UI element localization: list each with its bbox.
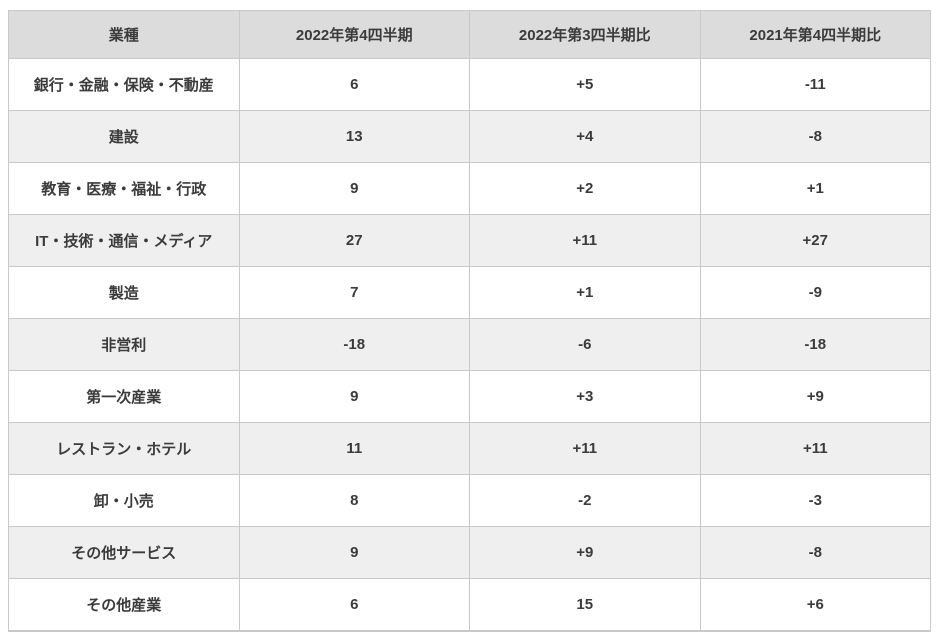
column-header-0: 業種	[8, 10, 240, 59]
industry-cell: IT・技術・通信・メディア	[8, 214, 240, 267]
value-cell: 15	[469, 578, 701, 632]
industry-cell: 教育・医療・福祉・行政	[8, 162, 240, 215]
table-row: 建設 13 +4 -8	[8, 110, 931, 163]
value-cell: -18	[238, 318, 470, 371]
value-cell: +6	[699, 578, 931, 632]
value-cell: +1	[699, 162, 931, 215]
header-row: 業種 2022年第4四半期 2022年第3四半期比 2021年第4四半期比	[8, 10, 931, 59]
value-cell: 11	[238, 422, 470, 475]
value-cell: -8	[699, 526, 931, 579]
value-cell: +5	[469, 58, 701, 111]
industry-cell: 銀行・金融・保険・不動産	[8, 58, 240, 111]
industry-cell: その他産業	[8, 578, 240, 632]
value-cell: -6	[469, 318, 701, 371]
value-cell: +2	[469, 162, 701, 215]
value-cell: 7	[238, 266, 470, 319]
value-cell: +9	[699, 370, 931, 423]
value-cell: -9	[699, 266, 931, 319]
table-header: 業種 2022年第4四半期 2022年第3四半期比 2021年第4四半期比	[8, 10, 931, 59]
column-header-1: 2022年第4四半期	[238, 10, 470, 59]
value-cell: +27	[699, 214, 931, 267]
value-cell: -11	[699, 58, 931, 111]
value-cell: 9	[238, 162, 470, 215]
table-body: 銀行・金融・保険・不動産 6 +5 -11 建設 13 +4 -8 教育・医療・福祉・行政 9 +2…	[8, 58, 931, 632]
value-cell: -8	[699, 110, 931, 163]
value-cell: -18	[699, 318, 931, 371]
value-cell: 9	[238, 526, 470, 579]
value-cell: +4	[469, 110, 701, 163]
value-cell: 6	[238, 58, 470, 111]
column-header-2: 2022年第3四半期比	[469, 10, 701, 59]
value-cell: 27	[238, 214, 470, 267]
industry-cell: 非営利	[8, 318, 240, 371]
table-row: その他サービス 9 +9 -8	[8, 526, 931, 579]
value-cell: 13	[238, 110, 470, 163]
value-cell: +1	[469, 266, 701, 319]
value-cell: 9	[238, 370, 470, 423]
value-cell: 8	[238, 474, 470, 527]
table-row: 製造 7 +1 -9	[8, 266, 931, 319]
table-row: IT・技術・通信・メディア 27 +11 +27	[8, 214, 931, 267]
industry-cell: レストラン・ホテル	[8, 422, 240, 475]
value-cell: +9	[469, 526, 701, 579]
value-cell: +3	[469, 370, 701, 423]
industry-cell: 製造	[8, 266, 240, 319]
table-row: 教育・医療・福祉・行政 9 +2 +1	[8, 162, 931, 215]
table-row: その他産業 6 15 +6	[8, 578, 931, 632]
table-row: 銀行・金融・保険・不動産 6 +5 -11	[8, 58, 931, 111]
value-cell: +11	[699, 422, 931, 475]
column-header-3: 2021年第4四半期比	[699, 10, 931, 59]
table-row: 卸・小売 8 -2 -3	[8, 474, 931, 527]
value-cell: +11	[469, 214, 701, 267]
table-row: 第一次産業 9 +3 +9	[8, 370, 931, 423]
industry-quarterly-table: 業種 2022年第4四半期 2022年第3四半期比 2021年第4四半期比 銀行・金融…	[8, 10, 931, 632]
industry-cell: その他サービス	[8, 526, 240, 579]
value-cell: -2	[469, 474, 701, 527]
table-row: 非営利 -18 -6 -18	[8, 318, 931, 371]
industry-cell: 卸・小売	[8, 474, 240, 527]
industry-cell: 建設	[8, 110, 240, 163]
value-cell: -3	[699, 474, 931, 527]
value-cell: +11	[469, 422, 701, 475]
table-row: レストラン・ホテル 11 +11 +11	[8, 422, 931, 475]
industry-cell: 第一次産業	[8, 370, 240, 423]
value-cell: 6	[238, 578, 470, 632]
